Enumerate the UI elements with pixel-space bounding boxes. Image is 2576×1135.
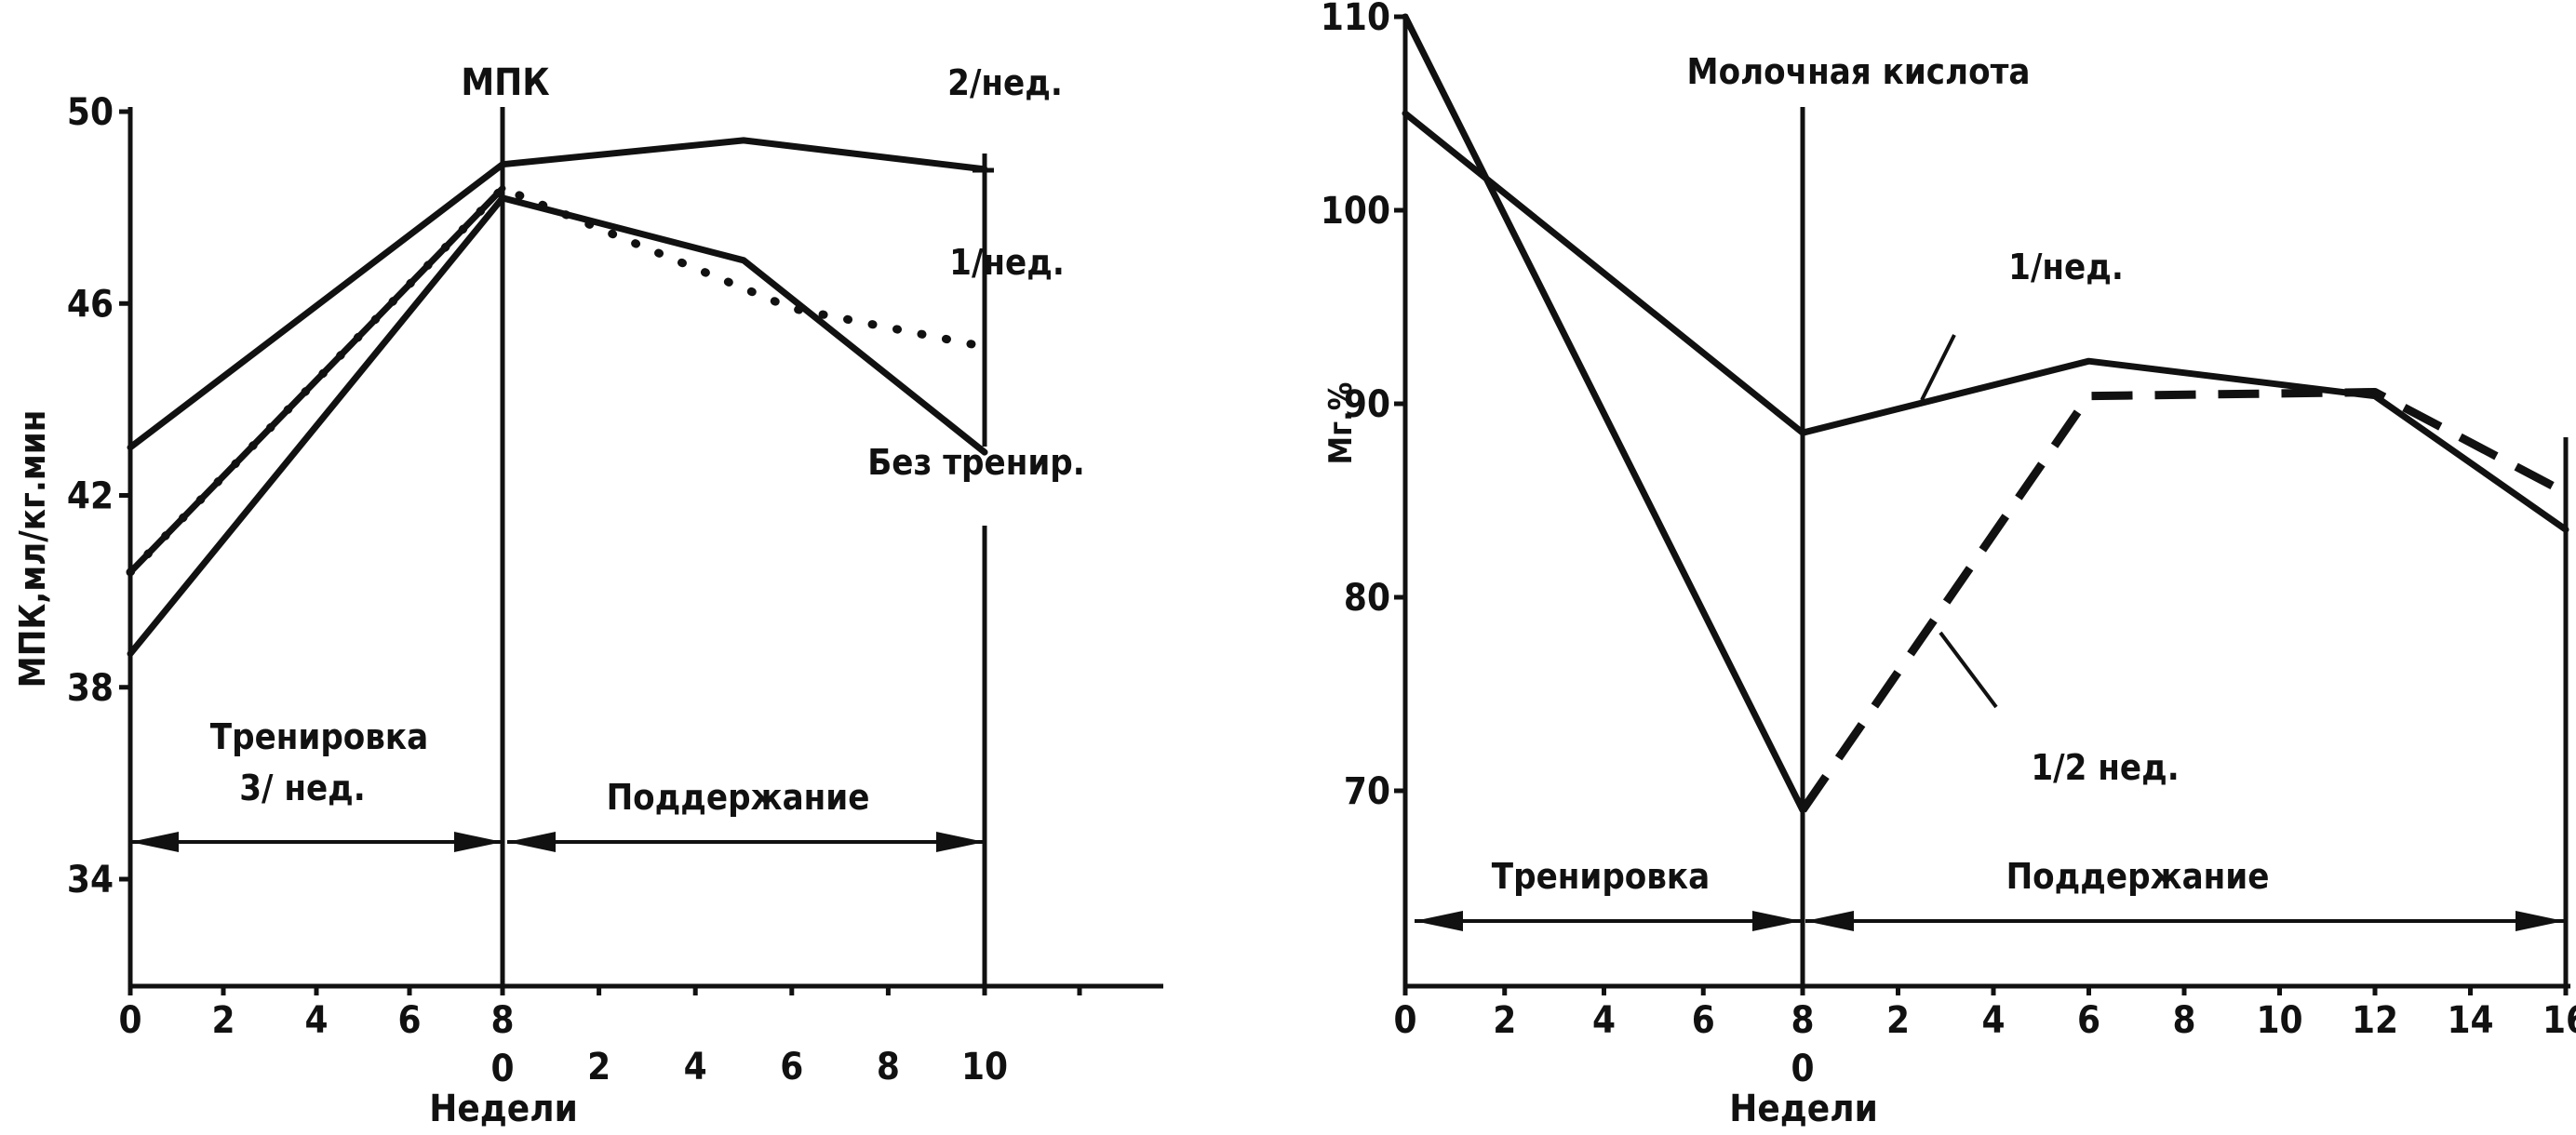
- vo2max-y-tick-label: 50: [67, 91, 114, 134]
- lactic-acid-x-tick-label: 8: [2172, 999, 2195, 1042]
- lactic-acid-series-line-1: [1402, 110, 2569, 533]
- vo2max-training-arrow-left: [130, 832, 179, 852]
- lactic-acid-x-tick-label-maintenance-start: 0: [1791, 1048, 1814, 1090]
- vo2max-series-line-2-training: [127, 185, 506, 576]
- vo2max-series-line-2: [126, 184, 989, 577]
- lactic-acid-series-line-2: [1799, 388, 2569, 813]
- lactic-acid-series-line-2-training: [1402, 13, 1806, 814]
- vo2max-series-line-3: [127, 194, 988, 658]
- vo2max-ylabel: МПК,мл/кг.мин: [12, 410, 53, 688]
- vo2max-x-tick-label-maintenance: 2: [587, 1046, 610, 1088]
- vo2max-series: [126, 137, 989, 658]
- lactic-acid-maintenance-arrow-left: [1805, 911, 1854, 931]
- lactic-acid-pointer-series-1: [1920, 334, 1956, 401]
- vo2max-title: МПК: [461, 61, 549, 104]
- lactic-acid-y-tick-label: 100: [1321, 190, 1390, 233]
- lactic-acid-label-series-1: 1/нед.: [2008, 247, 2124, 287]
- vo2max-xlabel: Недели: [429, 1088, 578, 1130]
- lactic-acid-x-tick-label: 2: [1493, 999, 1516, 1042]
- vo2max-x-tick-label-training: 0: [118, 999, 141, 1042]
- vo2max-y-tick-label: 38: [67, 667, 114, 710]
- vo2max-x-tick-label-maintenance: 10: [961, 1046, 1008, 1088]
- lactic-acid-y-tick-label: 90: [1344, 383, 1390, 426]
- lactic-acid-x-tick-label: 12: [2352, 999, 2398, 1042]
- lactic-acid-x-tick-label: 6: [1692, 999, 1715, 1042]
- vo2max-series-line-1: [127, 137, 988, 451]
- vo2max-x-tick-label-maintenance: 0: [490, 1048, 514, 1090]
- vo2max-label-series-3: Без тренир.: [867, 442, 1085, 483]
- lactic-acid-y-tick-label: 110: [1321, 0, 1390, 39]
- lactic-acid-x-tick-label: 14: [2447, 999, 2493, 1042]
- vo2max-label-training: Тренировка: [210, 716, 428, 757]
- lactic-acid-x-tick-label: 6: [2077, 999, 2100, 1042]
- lactic-acid-x-tick-label: 16: [2542, 999, 2576, 1042]
- lactic-acid-training-arrow-right: [1752, 911, 1801, 931]
- lactic-acid-x-tick-label: 10: [2256, 999, 2302, 1042]
- lactic-acid-axes: [1402, 14, 2570, 989]
- lactic-acid-y-tick-label: 70: [1344, 770, 1390, 813]
- vo2max-y-tick-label: 46: [67, 283, 114, 326]
- lactic-acid-title: Молочная кислота: [1687, 51, 2031, 92]
- lactic-acid-x-tick-label: 0: [1393, 999, 1416, 1042]
- vo2max-axes: [127, 107, 1163, 989]
- vo2max-x-tick-label-training: 2: [211, 999, 235, 1042]
- vo2max-training-arrow-right: [454, 832, 503, 852]
- vo2max-x-tick-label-training: 8: [490, 999, 514, 1042]
- vo2max-label-series-2: 1/нед.: [949, 242, 1065, 283]
- lactic-acid-maintenance-arrow-right: [2516, 911, 2564, 931]
- lactic-acid-x-tick-label: 8: [1791, 999, 1814, 1042]
- lactic-acid-label-series-2: 1/2 нед.: [2031, 747, 2179, 788]
- lactic-acid-tick-labels: 70 80 90 100 110 0 2 4 6 8 2 4 6 8 10 12 14 16 0: [1321, 0, 2576, 1090]
- vo2max-label-series-1: 2/нед.: [947, 62, 1063, 103]
- lactic-acid-x-tick-label: 4: [1981, 999, 2005, 1042]
- vo2max-x-tick-label-maintenance: 4: [684, 1046, 707, 1088]
- vo2max-x-tick-label-training: 4: [304, 999, 328, 1042]
- vo2max-maintenance-arrow-right: [936, 832, 985, 852]
- vo2max-x-tick-label-maintenance: 8: [877, 1046, 900, 1088]
- vo2max-maintenance-arrow-left: [507, 832, 556, 852]
- lactic-acid-period-arrows: [1415, 911, 2564, 931]
- lactic-acid-series: [1402, 13, 2569, 814]
- lactic-acid-label-maintenance: Поддержание: [2006, 856, 2270, 897]
- vo2max-y-tick-label: 42: [67, 475, 114, 518]
- lactic-acid-ylabel: Мг.%: [1322, 382, 1360, 465]
- lactic-acid-label-training: Тренировка: [1492, 856, 1710, 897]
- vo2max-label-training-freq: 3/ нед.: [239, 768, 366, 808]
- vo2max-period-arrows: [130, 832, 985, 852]
- lactic-acid-x-tick-label: 4: [1592, 999, 1616, 1042]
- lactic-acid-x-tick-label: 2: [1886, 999, 1910, 1042]
- lactic-acid-y-tick-label: 80: [1344, 577, 1390, 620]
- vo2max-label-maintenance: Поддержание: [607, 777, 870, 818]
- vo2max-x-tick-label-maintenance: 6: [780, 1046, 803, 1088]
- lactic-acid-training-arrow-left: [1415, 911, 1463, 931]
- lactic-acid-pointer-series-2: [1939, 631, 1998, 709]
- lactic-acid-chart: 70 80 90 100 110 0 2 4 6 8 2 4 6 8 10 12 14 16 0 Молочная …: [1321, 0, 2576, 1130]
- lactic-acid-xlabel: Недели: [1729, 1088, 1878, 1130]
- vo2max-y-tick-label: 34: [67, 859, 114, 901]
- vo2max-x-tick-label-training: 6: [397, 999, 421, 1042]
